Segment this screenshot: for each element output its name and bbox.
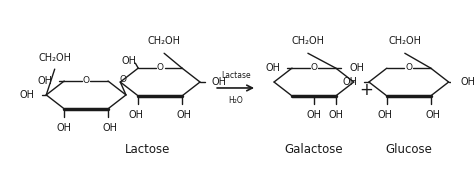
Text: OH: OH [265, 63, 281, 73]
Text: OH: OH [460, 77, 474, 87]
Text: OH: OH [57, 123, 72, 133]
Text: H₂O: H₂O [228, 96, 243, 105]
Text: Lactase: Lactase [221, 71, 250, 80]
Text: OH: OH [425, 110, 440, 120]
Text: Glucose: Glucose [385, 142, 432, 156]
Text: Galactose: Galactose [284, 142, 343, 156]
Text: CH₂OH: CH₂OH [38, 53, 71, 63]
Text: OH: OH [102, 123, 118, 133]
Text: OH: OH [377, 110, 392, 120]
Text: OH: OH [121, 56, 137, 66]
Text: CH₂OH: CH₂OH [292, 36, 324, 46]
Text: CH₂OH: CH₂OH [147, 36, 181, 46]
Text: OH: OH [20, 90, 35, 100]
Text: OH: OH [306, 110, 321, 120]
Text: O: O [82, 75, 90, 84]
Text: OH: OH [343, 77, 357, 87]
Text: O: O [119, 74, 127, 83]
Text: OH: OH [328, 110, 343, 120]
Text: OH: OH [38, 76, 53, 86]
Text: O: O [405, 63, 412, 72]
Text: Lactose: Lactose [125, 142, 171, 156]
Text: +: + [359, 81, 373, 99]
Text: OH: OH [129, 110, 144, 120]
Text: OH: OH [211, 77, 227, 87]
Text: CH₂OH: CH₂OH [388, 36, 421, 46]
Text: O: O [156, 63, 164, 72]
Text: O: O [310, 63, 318, 72]
Text: OH: OH [349, 63, 364, 73]
Text: OH: OH [176, 110, 191, 120]
